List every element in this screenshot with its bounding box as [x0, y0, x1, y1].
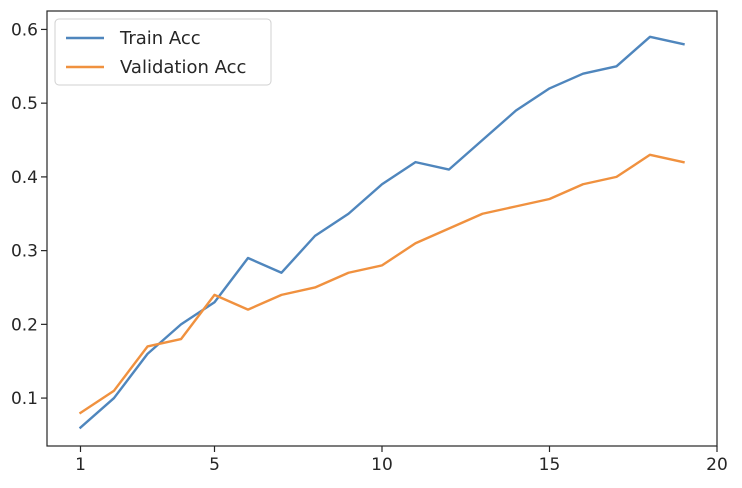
series-line-validation	[78, 153, 685, 415]
y-tick-label: 0.4	[11, 168, 38, 188]
x-tick-label: 10	[371, 455, 393, 475]
legend-label-validation: Validation Acc	[120, 57, 246, 78]
series-line-train	[78, 35, 685, 430]
x-tick-label: 5	[209, 455, 220, 475]
y-tick-label: 0.1	[11, 389, 38, 409]
y-tick-label: 0.5	[11, 94, 38, 114]
legend-box	[54, 18, 272, 86]
legend-label-train: Train Acc	[119, 28, 201, 49]
series-lines	[78, 35, 685, 430]
x-tick-label: 1	[75, 455, 86, 475]
x-axis-ticks: 1 5 10 15 20	[75, 446, 728, 475]
y-tick-label: 0.3	[11, 242, 38, 262]
y-tick-label: 0.6	[11, 20, 38, 40]
x-tick-label: 15	[539, 455, 561, 475]
y-tick-label: 0.2	[11, 315, 38, 335]
x-tick-label: 20	[706, 455, 728, 475]
y-axis-ticks: 0.1 0.2 0.3 0.4 0.5 0.6	[11, 20, 47, 409]
legend: Train Acc Validation Acc	[54, 18, 272, 86]
